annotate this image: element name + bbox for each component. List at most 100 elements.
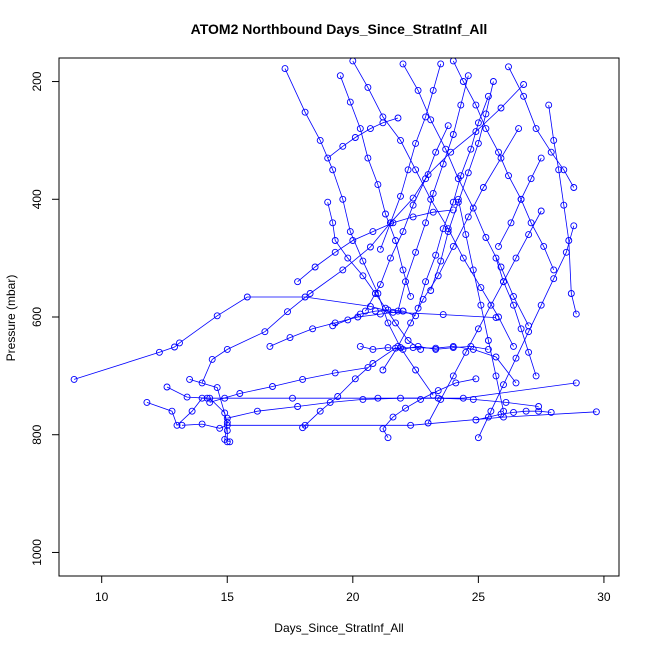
data-point [198,379,206,387]
data-point [482,110,490,118]
series-line [284,68,434,396]
data-point [537,154,545,162]
data-point [402,278,409,286]
series-line [146,397,228,442]
series-30 [266,307,407,350]
data-point [253,407,261,415]
data-point [299,375,307,383]
data-point [520,81,528,88]
data-point [469,395,477,403]
series-21 [414,92,492,312]
data-point [517,325,525,333]
series-10 [349,57,517,350]
data-point [572,310,580,318]
data-point [495,313,502,321]
data-point [384,319,392,327]
data-point [269,383,276,390]
data-point [482,234,490,241]
data-point [449,372,457,380]
data-point [454,198,462,206]
data-point [550,266,558,274]
data-point [213,384,221,392]
data-point [500,278,507,286]
data-point [477,284,485,292]
data-point [537,301,545,309]
data-point [444,228,452,236]
data-point [316,407,324,415]
data-point [469,266,477,274]
data-point [171,343,178,351]
data-point [354,313,362,321]
data-point [389,219,397,227]
data-point [462,231,470,239]
data-point [495,148,502,156]
data-point [414,304,422,312]
data-point [474,434,482,442]
data-point [326,398,334,406]
data-point [484,337,492,344]
series-line [73,296,497,380]
data-point [472,416,480,424]
data-point [394,342,402,350]
data-point [412,139,420,147]
data-point [500,381,507,389]
data-point [208,355,216,363]
data-point [497,410,505,418]
data-point [412,366,420,374]
data-point [331,237,339,244]
y-axis: 200 400 600 800 1000 [30,71,59,566]
series-line [478,225,575,438]
series-31 [492,254,540,380]
data-point [339,266,347,274]
series-line [269,310,404,347]
data-point [484,345,492,353]
data-point [432,345,440,353]
data-point [592,408,600,416]
data-point [261,328,269,336]
series-35 [495,154,545,250]
data-point [444,122,452,130]
data-point [399,228,407,236]
data-point [382,210,389,218]
data-point [364,83,372,91]
data-point [389,413,397,421]
data-point [407,319,415,327]
data-point [301,293,309,301]
series-28 [294,206,457,286]
data-point [376,310,384,318]
data-point [394,114,402,122]
data-point [369,345,377,353]
y-tick-label: 200 [30,71,44,91]
data-point [412,166,420,174]
data-point [449,131,457,138]
data-point [467,342,475,350]
data-point [510,292,517,300]
data-point [427,116,435,124]
data-point [243,293,251,301]
data-point [525,348,533,356]
series-17 [545,101,580,318]
data-point [387,254,394,262]
data-point [527,219,535,227]
data-point [464,72,472,80]
data-point [412,248,420,256]
plot-frame [58,57,620,577]
data-point [492,353,500,361]
series-25 [356,342,492,353]
data-point [216,424,224,432]
series-27 [379,375,480,442]
data-point [329,166,337,174]
data-point [479,184,487,191]
data-point [221,394,229,402]
data-point [284,308,291,316]
data-point [168,407,176,415]
data-point [371,290,379,297]
data-point [359,257,367,265]
series-line [508,66,575,188]
data-point [545,101,553,109]
x-axis: 10 15 20 25 30 [95,576,611,604]
data-point [221,409,229,417]
data-point [226,438,234,446]
series-line [189,379,230,443]
series-3 [163,379,580,402]
